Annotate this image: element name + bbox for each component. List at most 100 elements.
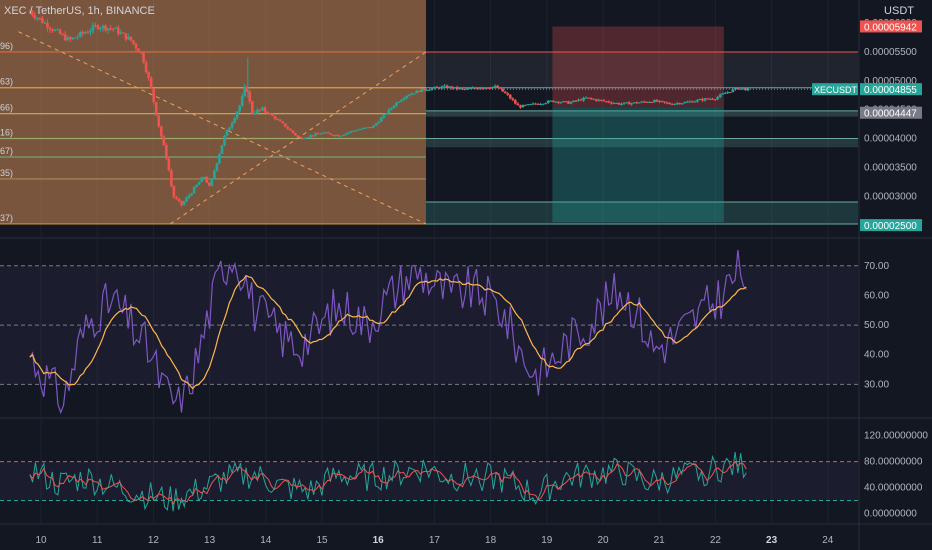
candle-body — [468, 88, 472, 90]
candle-body — [109, 28, 112, 30]
candle-body — [455, 86, 459, 90]
candle-body — [379, 117, 383, 122]
candle-body — [592, 98, 596, 100]
candle-body — [711, 98, 714, 100]
support-band — [425, 202, 858, 224]
candle-body — [235, 111, 239, 119]
candle-body — [177, 198, 181, 201]
candle-body — [498, 87, 502, 89]
candle-body — [708, 98, 712, 100]
candle-body — [506, 93, 510, 95]
candle-body — [728, 92, 732, 94]
candle-body — [245, 86, 249, 92]
candle-body — [215, 163, 219, 171]
candle-body — [124, 33, 128, 40]
candle-body — [89, 30, 92, 33]
candle-body — [701, 99, 704, 101]
candle-body — [635, 102, 639, 104]
candle-body — [600, 99, 603, 101]
candle-body — [630, 103, 633, 105]
candle-body — [291, 130, 295, 133]
candle-body — [534, 103, 537, 105]
candle-body — [675, 103, 679, 105]
candle-body — [46, 22, 49, 28]
candle-body — [71, 37, 75, 40]
price-currency-label: USDT — [884, 5, 914, 17]
candle-body — [529, 104, 532, 106]
candle-body — [453, 86, 456, 89]
candle-body — [658, 100, 661, 102]
candle-body — [372, 125, 376, 128]
candle-body — [233, 118, 236, 123]
candle-body — [36, 17, 39, 19]
candle-body — [172, 186, 176, 198]
candle-body — [718, 94, 722, 98]
candle-body — [612, 103, 616, 105]
candle-body — [546, 100, 550, 104]
price-axis-tick: 0.00003500 — [864, 162, 917, 173]
price-badge-label: 0.00004855 — [864, 85, 917, 96]
candle-body — [541, 103, 545, 105]
candle-body — [524, 104, 527, 106]
candle-body — [61, 33, 64, 35]
candle-body — [144, 62, 148, 73]
support-band — [425, 138, 858, 148]
candle-body — [397, 101, 401, 103]
candle-body — [405, 95, 408, 99]
time-axis-tick: 24 — [822, 535, 834, 546]
candle-body — [402, 98, 406, 100]
stoch-axis-tick: 40.00000000 — [864, 483, 923, 494]
candle-body — [225, 129, 229, 136]
candle-body — [660, 100, 664, 102]
candle-body — [400, 99, 403, 102]
candle-body — [617, 103, 621, 105]
candle-body — [129, 36, 133, 41]
candle-body — [673, 103, 676, 105]
candle-body — [137, 48, 140, 53]
candle-body — [157, 115, 161, 127]
stoch-axis-tick: 0.00000000 — [864, 509, 917, 520]
candle-body — [736, 88, 740, 90]
candle-body — [650, 102, 654, 104]
price-badge — [860, 83, 922, 96]
candle-body — [693, 101, 697, 103]
candle-body — [111, 28, 115, 30]
candle-body — [653, 100, 656, 103]
candle-body — [268, 113, 272, 115]
candle-body — [192, 187, 196, 194]
fib-level-label: 37) — [0, 213, 13, 223]
candle-body — [744, 88, 747, 91]
candle-body — [68, 37, 72, 40]
candle-body — [33, 15, 37, 19]
candle-body — [304, 138, 307, 140]
candle-body — [597, 99, 601, 101]
candle-body — [435, 86, 439, 88]
candle-body — [410, 93, 413, 95]
candle-body — [154, 102, 158, 116]
candle-body — [369, 127, 373, 129]
candle-body — [602, 100, 606, 102]
candle-body — [223, 135, 226, 145]
candle-body — [190, 193, 193, 196]
rsi-axis-tick: 40.00 — [864, 350, 889, 361]
candle-body — [347, 132, 350, 134]
candle-body — [152, 88, 155, 103]
candle-body — [202, 177, 206, 179]
candle-body — [511, 98, 515, 101]
candle-body — [200, 177, 204, 183]
candle-body — [134, 43, 138, 49]
chart-header-title: XEC / TetherUS, 1h, BINANCE — [4, 5, 155, 17]
candle-body — [84, 32, 87, 34]
candle-body — [574, 100, 578, 102]
candle-body — [539, 103, 542, 105]
candle-body — [559, 102, 563, 104]
candle-body — [213, 170, 216, 179]
candle-body — [127, 36, 130, 40]
candle-body — [420, 88, 424, 93]
candle-body — [395, 102, 398, 106]
candle-body — [417, 90, 421, 93]
candle-body — [263, 107, 267, 112]
candle-body — [670, 104, 674, 106]
candle-body — [508, 94, 512, 99]
